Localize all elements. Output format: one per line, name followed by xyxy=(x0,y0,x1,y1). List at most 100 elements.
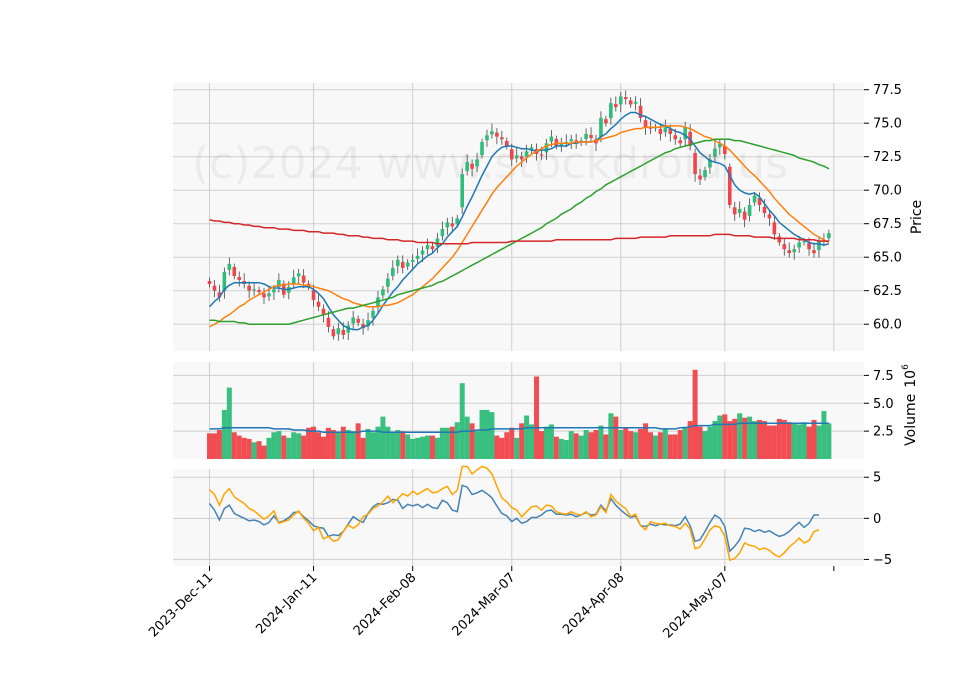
candle-body xyxy=(628,100,633,105)
candle-body xyxy=(584,133,588,139)
candle-body xyxy=(316,301,321,307)
volume-ma-line xyxy=(209,422,829,433)
volume-bar xyxy=(553,436,559,459)
volume-bar xyxy=(514,437,520,459)
candle-body xyxy=(262,293,266,298)
volume-bar xyxy=(231,432,237,459)
candle-body xyxy=(257,290,261,293)
volume-bar xyxy=(311,426,317,459)
candle-body xyxy=(291,277,296,285)
volume-bar xyxy=(325,427,331,459)
volume-bar xyxy=(479,409,485,459)
candle-body xyxy=(212,285,217,291)
volume-bar xyxy=(801,422,807,459)
volume-bars xyxy=(207,369,832,459)
osc_b-line xyxy=(208,465,820,562)
volume-bar xyxy=(563,440,569,459)
candle-body xyxy=(812,250,816,254)
volume-bar xyxy=(449,426,455,459)
volume-bar xyxy=(538,431,544,459)
x-tick-label: 2024-Feb-08 xyxy=(351,570,420,639)
candle-body xyxy=(569,139,574,142)
volume-bar xyxy=(296,433,302,459)
candle-body xyxy=(797,242,801,248)
volume-bar xyxy=(657,432,663,459)
ma_long-line xyxy=(209,218,829,245)
volume-bar xyxy=(791,423,797,459)
y-tick-label: 0 xyxy=(873,512,881,527)
volume-bar xyxy=(494,435,500,459)
osc_a-line xyxy=(208,484,819,553)
x-tick-label: 2024-Jan-11 xyxy=(253,570,320,637)
volume-bar xyxy=(771,425,777,459)
volume-scale-base: 10 xyxy=(903,370,919,388)
volume-bar xyxy=(732,418,738,459)
volume-bar xyxy=(623,427,629,459)
volume-bar xyxy=(821,411,827,459)
candle-body xyxy=(683,127,687,140)
candle-body xyxy=(351,317,355,324)
volume-bar xyxy=(534,376,540,459)
candle-body xyxy=(529,147,534,151)
volume-bar xyxy=(712,421,718,459)
candle-body xyxy=(232,266,237,276)
volume-bar xyxy=(261,445,267,459)
candle-body xyxy=(648,127,653,129)
candle-body xyxy=(668,128,673,134)
candle-body xyxy=(559,143,564,146)
candle-body xyxy=(237,276,242,280)
candle-body xyxy=(490,131,494,135)
volume-bar xyxy=(737,413,743,459)
candle-body xyxy=(703,170,707,178)
volume-bar xyxy=(474,431,480,459)
x-tick-label: 2024-Apr-08 xyxy=(560,570,627,637)
volume-bar xyxy=(395,430,401,459)
candle-body xyxy=(772,222,777,235)
volume-bar xyxy=(365,428,371,459)
volume-bar xyxy=(652,435,658,459)
volume-bar xyxy=(405,434,411,459)
volume-bar xyxy=(434,437,440,459)
volume-bar xyxy=(410,438,416,459)
candle-body xyxy=(514,155,519,159)
volume-label-text: Volume xyxy=(903,394,919,446)
candle-body xyxy=(713,148,717,157)
ma_mid-line xyxy=(209,125,830,328)
candle-body xyxy=(495,132,499,137)
candle-body xyxy=(336,328,341,335)
volume-bar xyxy=(761,421,767,459)
candle-body xyxy=(589,134,593,138)
candle-body xyxy=(301,275,306,283)
volume-bar xyxy=(806,426,812,459)
volume-bar xyxy=(628,431,634,459)
candle-body xyxy=(341,329,346,335)
volume-bar xyxy=(687,421,693,459)
candle-body xyxy=(638,105,643,118)
volume-bar xyxy=(380,416,386,459)
candle-body xyxy=(470,163,474,169)
y-tick-label: −5 xyxy=(873,553,892,568)
volume-bar xyxy=(727,421,733,459)
volume-bar xyxy=(633,432,639,459)
candle-body xyxy=(252,289,256,291)
candle-body xyxy=(356,318,360,323)
candle-body xyxy=(346,325,351,333)
candle-body xyxy=(673,135,678,140)
candle-body xyxy=(519,156,524,160)
candle-body xyxy=(599,117,603,137)
volume-bar xyxy=(519,423,525,459)
y-tick-label: 60.0 xyxy=(873,318,902,333)
volume-bar xyxy=(826,423,832,459)
volume-bar xyxy=(355,423,361,459)
candle-body xyxy=(386,278,390,287)
volume-bar xyxy=(459,383,465,459)
candle-body xyxy=(678,140,683,144)
volume-bar xyxy=(276,431,282,459)
volume-bar xyxy=(370,432,376,459)
candle-body xyxy=(445,222,450,228)
volume-bar xyxy=(211,433,217,459)
volume-bar xyxy=(757,419,763,459)
volume-bar xyxy=(251,442,257,459)
moving-average-lines xyxy=(208,111,830,331)
volume-bar xyxy=(781,419,787,459)
